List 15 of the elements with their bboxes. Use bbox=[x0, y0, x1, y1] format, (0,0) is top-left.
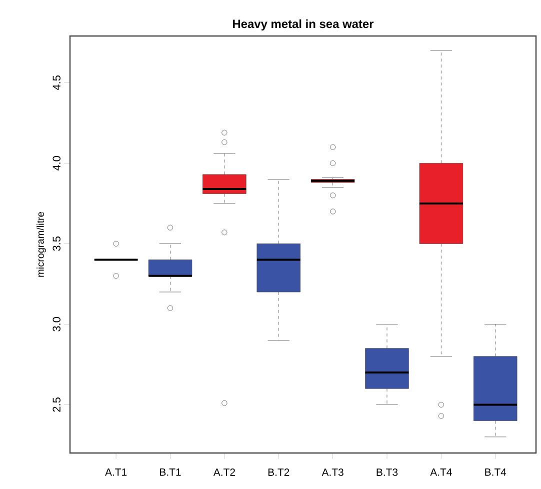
x-tick-label: A.T3 bbox=[322, 468, 344, 476]
y-tick-label: 4.5 bbox=[52, 76, 60, 90]
x-tick-label: B.T1 bbox=[160, 468, 181, 476]
y-tick-label: 3.5 bbox=[52, 236, 60, 251]
x-tick-label: A.T1 bbox=[105, 468, 127, 476]
x-tick-label: B.T3 bbox=[376, 468, 398, 476]
x-tick-label: B.T2 bbox=[268, 468, 290, 476]
y-tick-label: 4.0 bbox=[52, 156, 60, 171]
x-tick-label: B.T4 bbox=[485, 468, 506, 476]
y-tick-label: 3.0 bbox=[52, 317, 60, 332]
x-tick-label: A.T2 bbox=[213, 468, 235, 476]
x-tick-label: A.T4 bbox=[430, 468, 452, 476]
y-tick-label: 2.5 bbox=[52, 398, 60, 412]
y-axis-title: microgram/litre bbox=[36, 212, 46, 277]
chart-title: Heavy metal in sea water bbox=[233, 19, 374, 30]
